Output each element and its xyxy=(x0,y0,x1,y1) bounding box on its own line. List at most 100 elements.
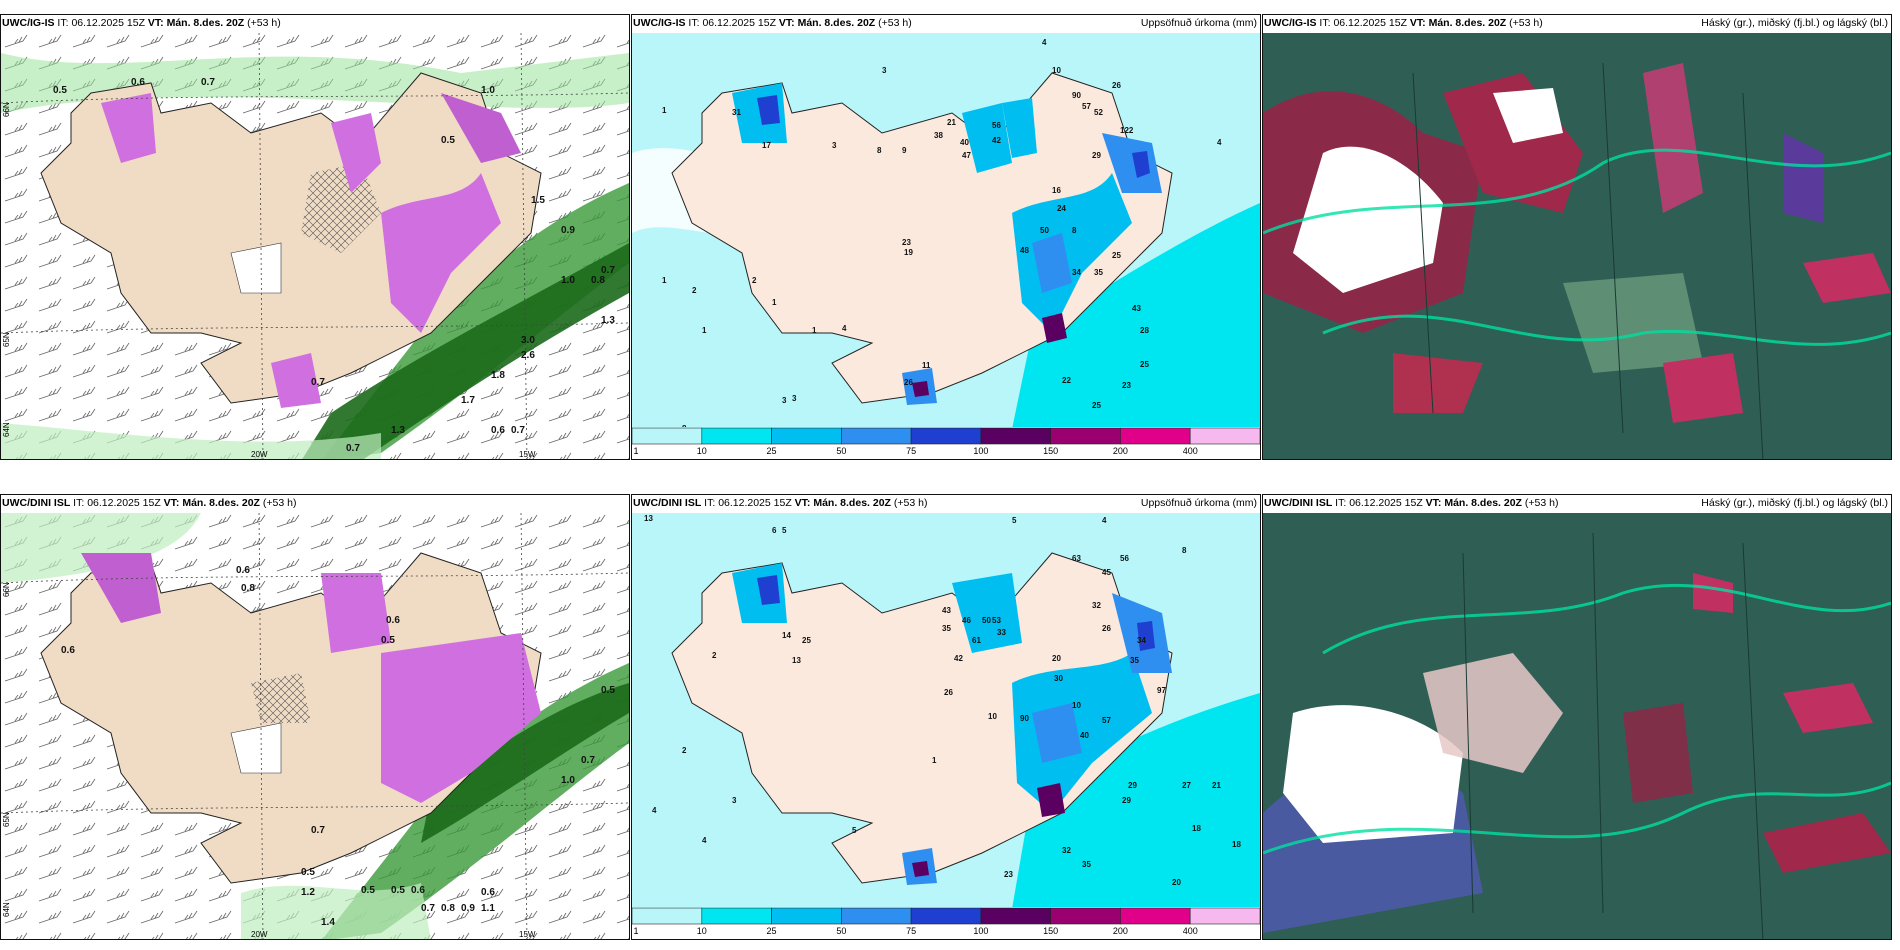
lat-label: 66N xyxy=(2,102,11,117)
value-label: 1 xyxy=(932,756,937,765)
value-label: 0.9 xyxy=(461,903,475,914)
value-label: 20 xyxy=(1172,878,1181,887)
lat-label: 66N xyxy=(2,582,11,597)
value-label: 1.4 xyxy=(321,917,335,928)
value-label: 2 xyxy=(712,651,717,660)
value-label: 0.8 xyxy=(591,275,605,286)
value-label: 32 xyxy=(1062,846,1071,855)
value-label: 56 xyxy=(1120,554,1129,563)
colorbar-swatch xyxy=(910,427,982,445)
panel-snow-dini: UWC/DINI ISL IT: 06.12.2025 15Z VT: Mán.… xyxy=(0,494,630,940)
value-label: 5 xyxy=(1012,516,1017,525)
value-label: 8 xyxy=(1072,226,1077,235)
value-label: 43 xyxy=(942,606,951,615)
value-label: 2 xyxy=(752,276,757,285)
value-label: 0.7 xyxy=(511,425,525,436)
colorbar-swatch xyxy=(841,427,912,445)
value-label: 0.5 xyxy=(53,85,67,96)
value-label: 34 xyxy=(1137,636,1146,645)
value-label: 1.5 xyxy=(531,195,545,206)
panel-clouds-igis: UWC/IG-IS IT: 06.12.2025 15Z VT: Mán. 8.… xyxy=(1262,14,1892,460)
colorbar-swatch xyxy=(1189,427,1260,445)
value-label: 0.7 xyxy=(421,903,435,914)
value-label: 0.9 xyxy=(561,225,575,236)
value-label: 8 xyxy=(877,146,882,155)
value-label: 4 xyxy=(652,806,657,815)
value-label: 33 xyxy=(997,628,1006,637)
value-label: 24 xyxy=(1057,204,1066,213)
panel-title: UWC/DINI ISL IT: 06.12.2025 15Z VT: Mán.… xyxy=(2,497,297,509)
colorbar-tick-label: 75 xyxy=(906,446,917,456)
colorbar-swatch xyxy=(632,907,703,925)
value-label: 27 xyxy=(1182,781,1191,790)
panel-title: UWC/DINI ISL IT: 06.12.2025 15Z VT: Mán.… xyxy=(633,497,928,509)
panel-field-title: Háský (gr.), miðský (fj.bl.) og lágský (… xyxy=(1701,17,1888,29)
value-label: 1.8 xyxy=(491,370,505,381)
snow-map: 66N 65N 64N 20W 15W 0.5 0.6 0.7 1.0 0.5 … xyxy=(1,33,629,459)
value-label: 25 xyxy=(1092,401,1101,410)
value-label: 23 xyxy=(1004,870,1013,879)
value-label: 40 xyxy=(960,138,969,147)
panel-title: UWC/IG-IS IT: 06.12.2025 15Z VT: Mán. 8.… xyxy=(633,17,912,29)
colorbar-swatch xyxy=(841,907,912,925)
value-label: 3 xyxy=(792,394,797,403)
colorbar-swatch xyxy=(1120,907,1191,925)
value-label: 4 xyxy=(1102,516,1107,525)
value-label: 46 xyxy=(962,616,971,625)
value-label: 56 xyxy=(992,121,1001,130)
colorbar-tick-label: 100 xyxy=(973,926,989,936)
value-label: 0.7 xyxy=(201,77,215,88)
panel-title: UWC/IG-IS IT: 06.12.2025 15Z VT: Mán. 8.… xyxy=(2,17,281,29)
lon-label: 15W xyxy=(519,450,536,459)
value-label: 2.6 xyxy=(521,350,535,361)
colorbar-tick-label: 200 xyxy=(1112,926,1128,936)
value-label: 0.5 xyxy=(441,135,455,146)
colorbar-swatch xyxy=(910,907,982,925)
value-label: 52 xyxy=(1094,108,1103,117)
snow-map: 66N 65N 64N 20W 15W 0.6 0.6 0.8 0.5 0.6 … xyxy=(1,513,629,939)
value-label: 35 xyxy=(1094,268,1103,277)
value-label: 19 xyxy=(904,248,913,257)
colorbar-tick-label: 150 xyxy=(1043,446,1059,456)
value-label: 26 xyxy=(1102,624,1111,633)
value-label: 48 xyxy=(1020,246,1029,255)
value-label: 26 xyxy=(904,378,913,387)
lat-label: 65N xyxy=(2,812,11,827)
value-label: 35 xyxy=(1130,656,1139,665)
value-label: 0.5 xyxy=(391,885,405,896)
colorbar-tick-label: 400 xyxy=(1182,926,1198,936)
value-label: 26 xyxy=(944,688,953,697)
value-label: 0.5 xyxy=(301,867,315,878)
value-label: 25 xyxy=(802,636,811,645)
colorbar-swatch xyxy=(980,427,1051,445)
colorbar-swatch xyxy=(771,427,842,445)
value-label: 57 xyxy=(1082,102,1091,111)
colorbar-swatch xyxy=(1120,427,1191,445)
value-label: 42 xyxy=(992,136,1001,145)
precip-map: 13 6 5 5 4 8 2 14 25 13 43 46 35 42 61 5… xyxy=(632,513,1260,909)
panel-precip-dini: UWC/DINI ISL IT: 06.12.2025 15Z VT: Mán.… xyxy=(631,494,1261,940)
value-label: 17 xyxy=(762,141,771,150)
value-label: 4 xyxy=(702,836,707,845)
cloud-map xyxy=(1263,33,1891,459)
value-label: 53 xyxy=(992,616,1001,625)
value-label: 1.2 xyxy=(301,887,315,898)
value-label: 0.6 xyxy=(491,425,505,436)
value-label: 13 xyxy=(644,514,653,523)
colorbar-tick-label: 10 xyxy=(696,446,707,456)
lat-label: 64N xyxy=(2,422,11,437)
value-label: 25 xyxy=(1140,360,1149,369)
panel-field-title: Háský (gr.), miðský (fj.bl.) og lágský (… xyxy=(1701,497,1888,509)
value-label: 0.7 xyxy=(346,443,360,454)
panel-title: UWC/DINI ISL IT: 06.12.2025 15Z VT: Mán.… xyxy=(1264,497,1559,509)
value-label: 5 xyxy=(852,826,857,835)
value-label: 1.0 xyxy=(481,85,495,96)
colorbar-tick-label: 25 xyxy=(766,446,777,456)
colorbar-tick-label: 1 xyxy=(633,926,639,936)
value-label: 32 xyxy=(1092,601,1101,610)
colorbar-tick-label: 400 xyxy=(1182,446,1198,456)
value-label: 1.3 xyxy=(601,315,615,326)
value-label: 11 xyxy=(922,361,931,370)
colorbar-swatch xyxy=(701,427,772,445)
colorbar-swatch xyxy=(980,907,1051,925)
